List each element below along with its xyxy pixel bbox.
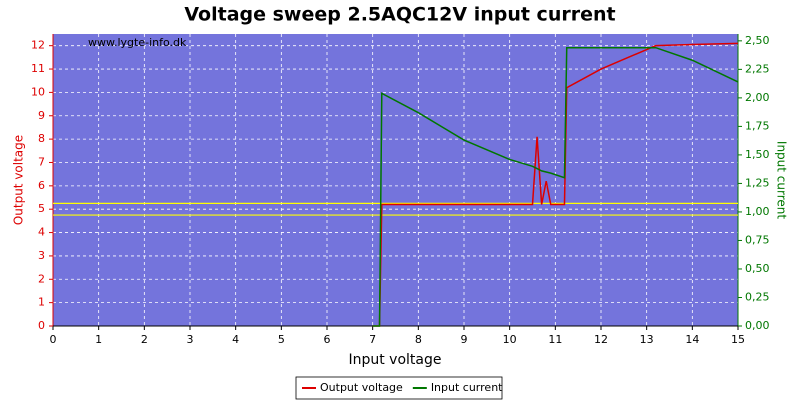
- y-tick-label: 3: [38, 249, 45, 262]
- y2-tick-label: 2,00: [745, 91, 770, 104]
- x-axis-label: Input voltage: [348, 352, 441, 368]
- y-axis-label: Output voltage: [12, 135, 26, 225]
- y2-tick-label: 0,50: [745, 262, 770, 275]
- legend-box: [295, 376, 503, 400]
- y2-tick-label: 2,25: [745, 62, 770, 75]
- y2-tick-label: 1,25: [745, 176, 770, 189]
- y2-tick-label: 0,25: [745, 290, 770, 303]
- y-tick-label: 2: [38, 272, 45, 285]
- y-tick-label: 11: [31, 62, 45, 75]
- x-tick-label: 12: [594, 333, 608, 346]
- x-tick-label: 3: [187, 333, 194, 346]
- y2-axis-label: Input current: [775, 141, 789, 219]
- y2-tick-label: 0,75: [745, 233, 770, 246]
- watermark: www.lygte-info.dk: [88, 36, 187, 49]
- y-tick-label: 9: [38, 109, 45, 122]
- y-tick-label: 1: [38, 296, 45, 309]
- legend-label: Output voltage: [320, 381, 403, 394]
- plot-area: [53, 34, 738, 326]
- legend-label: Input current: [431, 381, 503, 394]
- y-tick-label: 12: [31, 39, 45, 52]
- x-tick-label: 9: [461, 333, 468, 346]
- y2-tick-label: 1,00: [745, 205, 770, 218]
- y-tick-label: 10: [31, 85, 45, 98]
- x-tick-label: 13: [640, 333, 654, 346]
- data-line: [372, 42, 739, 327]
- y-tick-label: 7: [38, 155, 45, 168]
- x-tick-label: 2: [141, 333, 148, 346]
- y-tick-label: 4: [38, 226, 45, 239]
- y-tick-label: 8: [38, 132, 45, 145]
- x-tick-label: 1: [95, 333, 102, 346]
- x-tick-label: 7: [369, 333, 376, 346]
- y2-tick-label: 0,00: [745, 319, 770, 332]
- x-tick-label: 15: [731, 333, 745, 346]
- y2-tick-label: 1,75: [745, 119, 770, 132]
- y-tick-label: 0: [38, 319, 45, 332]
- y2-tick-label: 2,50: [745, 34, 770, 47]
- x-tick-label: 10: [503, 333, 517, 346]
- x-tick-label: 8: [415, 333, 422, 346]
- x-tick-label: 5: [278, 333, 285, 346]
- x-tick-label: 14: [685, 333, 699, 346]
- data-line: [372, 46, 739, 327]
- y-tick-label: 6: [38, 179, 45, 192]
- y-tick-label: 5: [38, 202, 45, 215]
- y2-tick-label: 1,50: [745, 148, 770, 161]
- chart-title: Voltage sweep 2.5AQC12V input current: [184, 4, 615, 26]
- x-tick-label: 4: [232, 333, 239, 346]
- x-tick-label: 0: [50, 333, 57, 346]
- x-tick-label: 11: [548, 333, 562, 346]
- x-tick-label: 6: [324, 333, 331, 346]
